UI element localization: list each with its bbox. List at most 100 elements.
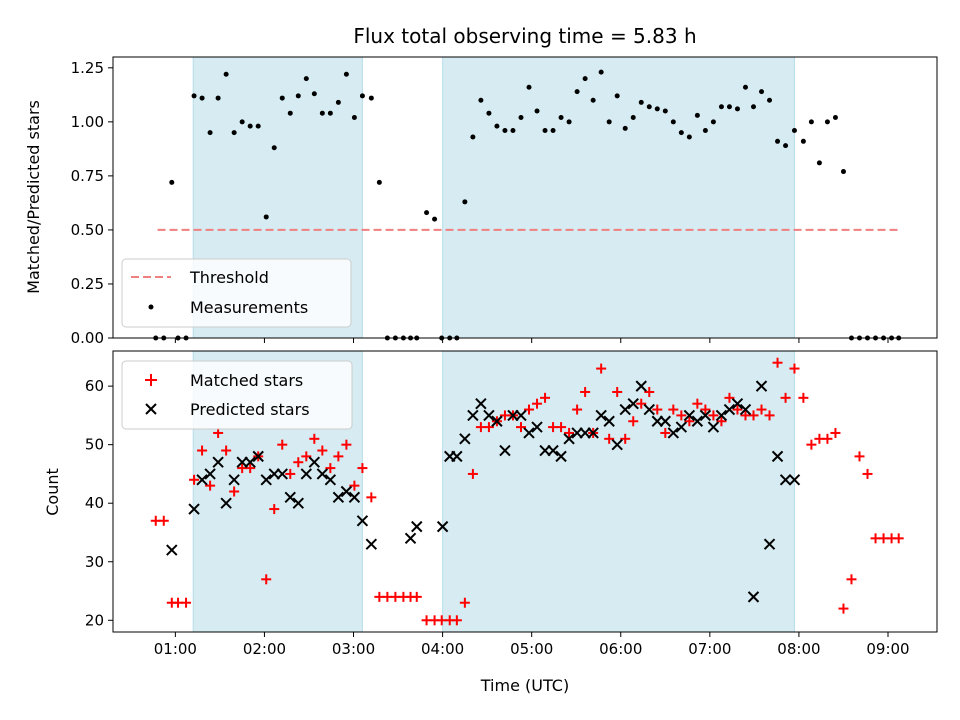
measurement-point (207, 130, 213, 136)
matched-star-point (684, 416, 695, 427)
y-tick-label: 0.75 (71, 167, 104, 185)
measurement-point (614, 93, 620, 99)
predicted-star-point (252, 450, 264, 463)
measurements-legend-swatch (148, 304, 154, 310)
measurement-point (726, 104, 732, 110)
matched-star-point (261, 574, 272, 585)
top-panel: 0.00 0.25 0.50 0.75 1.00 1.25 Flux total obse… (24, 24, 938, 347)
measurement-point (279, 95, 285, 101)
matched-star-point (716, 416, 727, 427)
matched-legend-swatch (145, 374, 157, 386)
matched-star-point (309, 433, 320, 444)
y-tick-label: 0.25 (71, 275, 104, 293)
matched-star-point (620, 433, 631, 444)
measurement-point (590, 97, 596, 103)
measurement-point (783, 143, 789, 149)
top-y-ticks: 0.00 0.25 0.50 0.75 1.00 1.25 (71, 59, 113, 347)
predicted-star-point (483, 409, 495, 422)
measurement-point (702, 127, 708, 133)
y-tick-label: 30 (85, 553, 104, 571)
y-tick-label: 0.50 (71, 221, 104, 239)
matched-star-point (724, 392, 735, 403)
measurement-point (791, 127, 797, 133)
matched-star-point (349, 480, 360, 491)
matched-legend-label: Matched stars (190, 371, 303, 390)
predicted-star-point (523, 427, 535, 439)
matched-star-point (459, 597, 470, 608)
matched-star-point (846, 574, 857, 585)
measurement-point (486, 110, 492, 116)
matched-star-point (269, 504, 280, 515)
chart-title: Flux total observing time = 5.83 h (353, 24, 696, 48)
measurement-point (606, 119, 612, 125)
y-tick-label: 1.25 (71, 59, 104, 77)
measurement-point (734, 106, 740, 112)
matched-star-point (317, 445, 328, 456)
predicted-star-point (643, 403, 655, 416)
measurement-point (424, 210, 430, 216)
measurement-point (215, 95, 221, 101)
top-y-axis-label: Matched/Predicted stars (24, 100, 43, 294)
measurement-point (816, 160, 822, 166)
predicted-star-point (788, 474, 801, 486)
predicted-star-point (436, 520, 449, 533)
x-tick-label: 04:00 (421, 640, 464, 658)
predicted-star-point (196, 474, 208, 486)
measurement-point (630, 115, 636, 121)
predicted-star-point (365, 538, 378, 550)
y-tick-label: 40 (85, 494, 104, 512)
predicted-star-point (404, 532, 417, 545)
predicted-star-point (459, 433, 471, 445)
predicted-star-point (348, 491, 361, 504)
predicted-star-point (763, 538, 776, 550)
x-axis-label: Time (UTC) (480, 676, 569, 695)
measurement-point (478, 97, 484, 103)
measurement-point (502, 127, 508, 133)
measurement-point (542, 127, 548, 133)
y-tick-label: 20 (85, 611, 104, 629)
matched-star-point (366, 492, 377, 503)
measurement-point (462, 199, 468, 205)
matched-star-point (676, 410, 687, 421)
matched-star-point (772, 357, 783, 368)
measurement-point (343, 71, 349, 77)
predicted-star-point (619, 403, 631, 416)
predicted-star-point (332, 491, 345, 504)
matched-star-point (756, 404, 767, 415)
matched-star-point (245, 463, 256, 474)
matched-star-point (357, 463, 368, 474)
predicted-star-point (683, 409, 696, 422)
measurement-point (510, 127, 516, 133)
bottom-y-ticks: 20 30 40 50 60 (85, 377, 113, 629)
measurement-point (840, 169, 846, 175)
measurement-point (295, 93, 301, 99)
predicted-star-point (284, 491, 296, 504)
measurement-point (832, 115, 838, 121)
measurement-point (368, 95, 374, 101)
measurement-point (808, 119, 814, 125)
bottom-legend: Matched stars Predicted stars (121, 360, 353, 430)
predicted-star-point (308, 456, 321, 468)
predicted-star-point (771, 450, 784, 463)
matched-star-point (285, 468, 296, 479)
predicted-star-point (212, 456, 224, 468)
measurement-point (582, 76, 588, 82)
predicted-star-point (499, 444, 511, 457)
predicted-star-point (691, 415, 704, 427)
top-axes-frame (112, 56, 938, 339)
matched-star-point (798, 392, 809, 403)
measurement-point (199, 95, 205, 101)
matched-star-point (830, 427, 841, 438)
measurements-legend-label: Measurements (190, 298, 308, 317)
matched-star-point (628, 416, 639, 427)
measurement-point (662, 108, 668, 114)
y-tick-label: 0.00 (71, 329, 104, 347)
measurement-point (654, 106, 660, 112)
matched-star-point (604, 433, 615, 444)
predicted-star-point (675, 421, 688, 433)
x-tick-label: 02:00 (243, 640, 286, 658)
matched-star-point (854, 451, 865, 462)
predicted-star-point (755, 380, 768, 392)
measurement-point (710, 119, 716, 125)
matched-star-point (668, 404, 679, 415)
